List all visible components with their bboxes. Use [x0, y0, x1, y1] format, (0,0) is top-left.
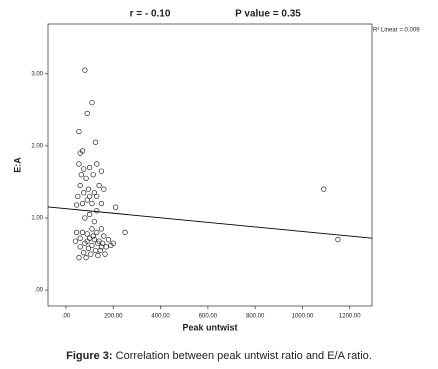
point	[82, 67, 88, 73]
point	[89, 200, 95, 207]
point	[85, 186, 92, 192]
plot-frame	[47, 23, 373, 307]
x-tick-label: 800.00	[246, 314, 265, 320]
point	[94, 208, 100, 214]
point	[94, 193, 100, 200]
y-tick-label: 2.00	[31, 143, 43, 149]
point	[76, 255, 82, 261]
point	[95, 252, 101, 259]
point	[76, 161, 82, 167]
point	[92, 139, 99, 145]
point	[84, 197, 90, 203]
x-tick-label: 600.00	[199, 314, 218, 320]
r2-annotation: R² Linear = 0.009	[373, 28, 420, 34]
point	[105, 236, 112, 243]
point	[91, 218, 98, 225]
point	[90, 233, 96, 239]
y-tick-label: .00	[35, 288, 44, 294]
point	[98, 168, 105, 174]
point	[98, 226, 105, 232]
p-value: P value = 0.35	[235, 9, 301, 20]
point	[84, 110, 90, 117]
x-tick-label: 1200.00	[339, 314, 361, 320]
caption-label: Figure 3:	[66, 350, 112, 362]
point	[76, 128, 82, 135]
point	[94, 161, 100, 167]
point	[83, 175, 89, 181]
x-axis-label: Peak untwist	[182, 322, 237, 332]
x-tick-label: .00	[62, 314, 71, 320]
point	[73, 202, 80, 208]
point	[99, 240, 106, 246]
point	[84, 231, 90, 237]
x-tick-label: 200.00	[104, 314, 123, 320]
caption-text: Correlation between peak untwist ratio a…	[116, 350, 372, 362]
y-axis-label: E:A	[12, 157, 22, 173]
point	[89, 242, 95, 249]
y-tick-label: 1.00	[31, 216, 43, 222]
point	[77, 182, 83, 189]
x-tick-label: 400.00	[151, 314, 170, 320]
x-tick-label: 1000.00	[292, 314, 314, 320]
point	[77, 244, 83, 250]
point	[98, 200, 105, 207]
point	[78, 172, 84, 178]
point	[81, 249, 87, 256]
point	[94, 229, 100, 236]
point	[79, 229, 86, 236]
point	[122, 229, 128, 236]
point	[77, 150, 83, 156]
point	[72, 238, 79, 244]
point	[81, 190, 87, 196]
point	[103, 244, 109, 250]
point	[82, 215, 88, 221]
point	[86, 193, 93, 200]
point	[101, 233, 107, 239]
point	[96, 182, 102, 189]
point	[97, 247, 103, 254]
point	[112, 204, 119, 210]
point	[81, 166, 87, 172]
point	[77, 235, 83, 241]
point	[75, 193, 81, 200]
point	[86, 211, 93, 218]
caption: Figure 3: Correlation between peak untwi…	[66, 350, 372, 362]
point	[92, 247, 99, 254]
point	[84, 238, 90, 244]
y-tick-label: 3.00	[31, 71, 43, 77]
point	[83, 255, 89, 261]
point	[91, 190, 98, 196]
point	[110, 240, 116, 246]
point	[89, 226, 95, 232]
point	[89, 99, 95, 106]
point	[91, 236, 98, 243]
point	[102, 251, 108, 257]
point	[86, 164, 93, 171]
point	[101, 186, 107, 192]
r-value: r = - 0.10	[130, 9, 171, 20]
point	[73, 229, 80, 236]
point	[88, 251, 94, 257]
point	[335, 236, 341, 243]
fit-line	[47, 206, 373, 239]
point	[321, 186, 327, 192]
point	[90, 172, 96, 178]
point	[79, 200, 86, 207]
point	[85, 245, 92, 251]
